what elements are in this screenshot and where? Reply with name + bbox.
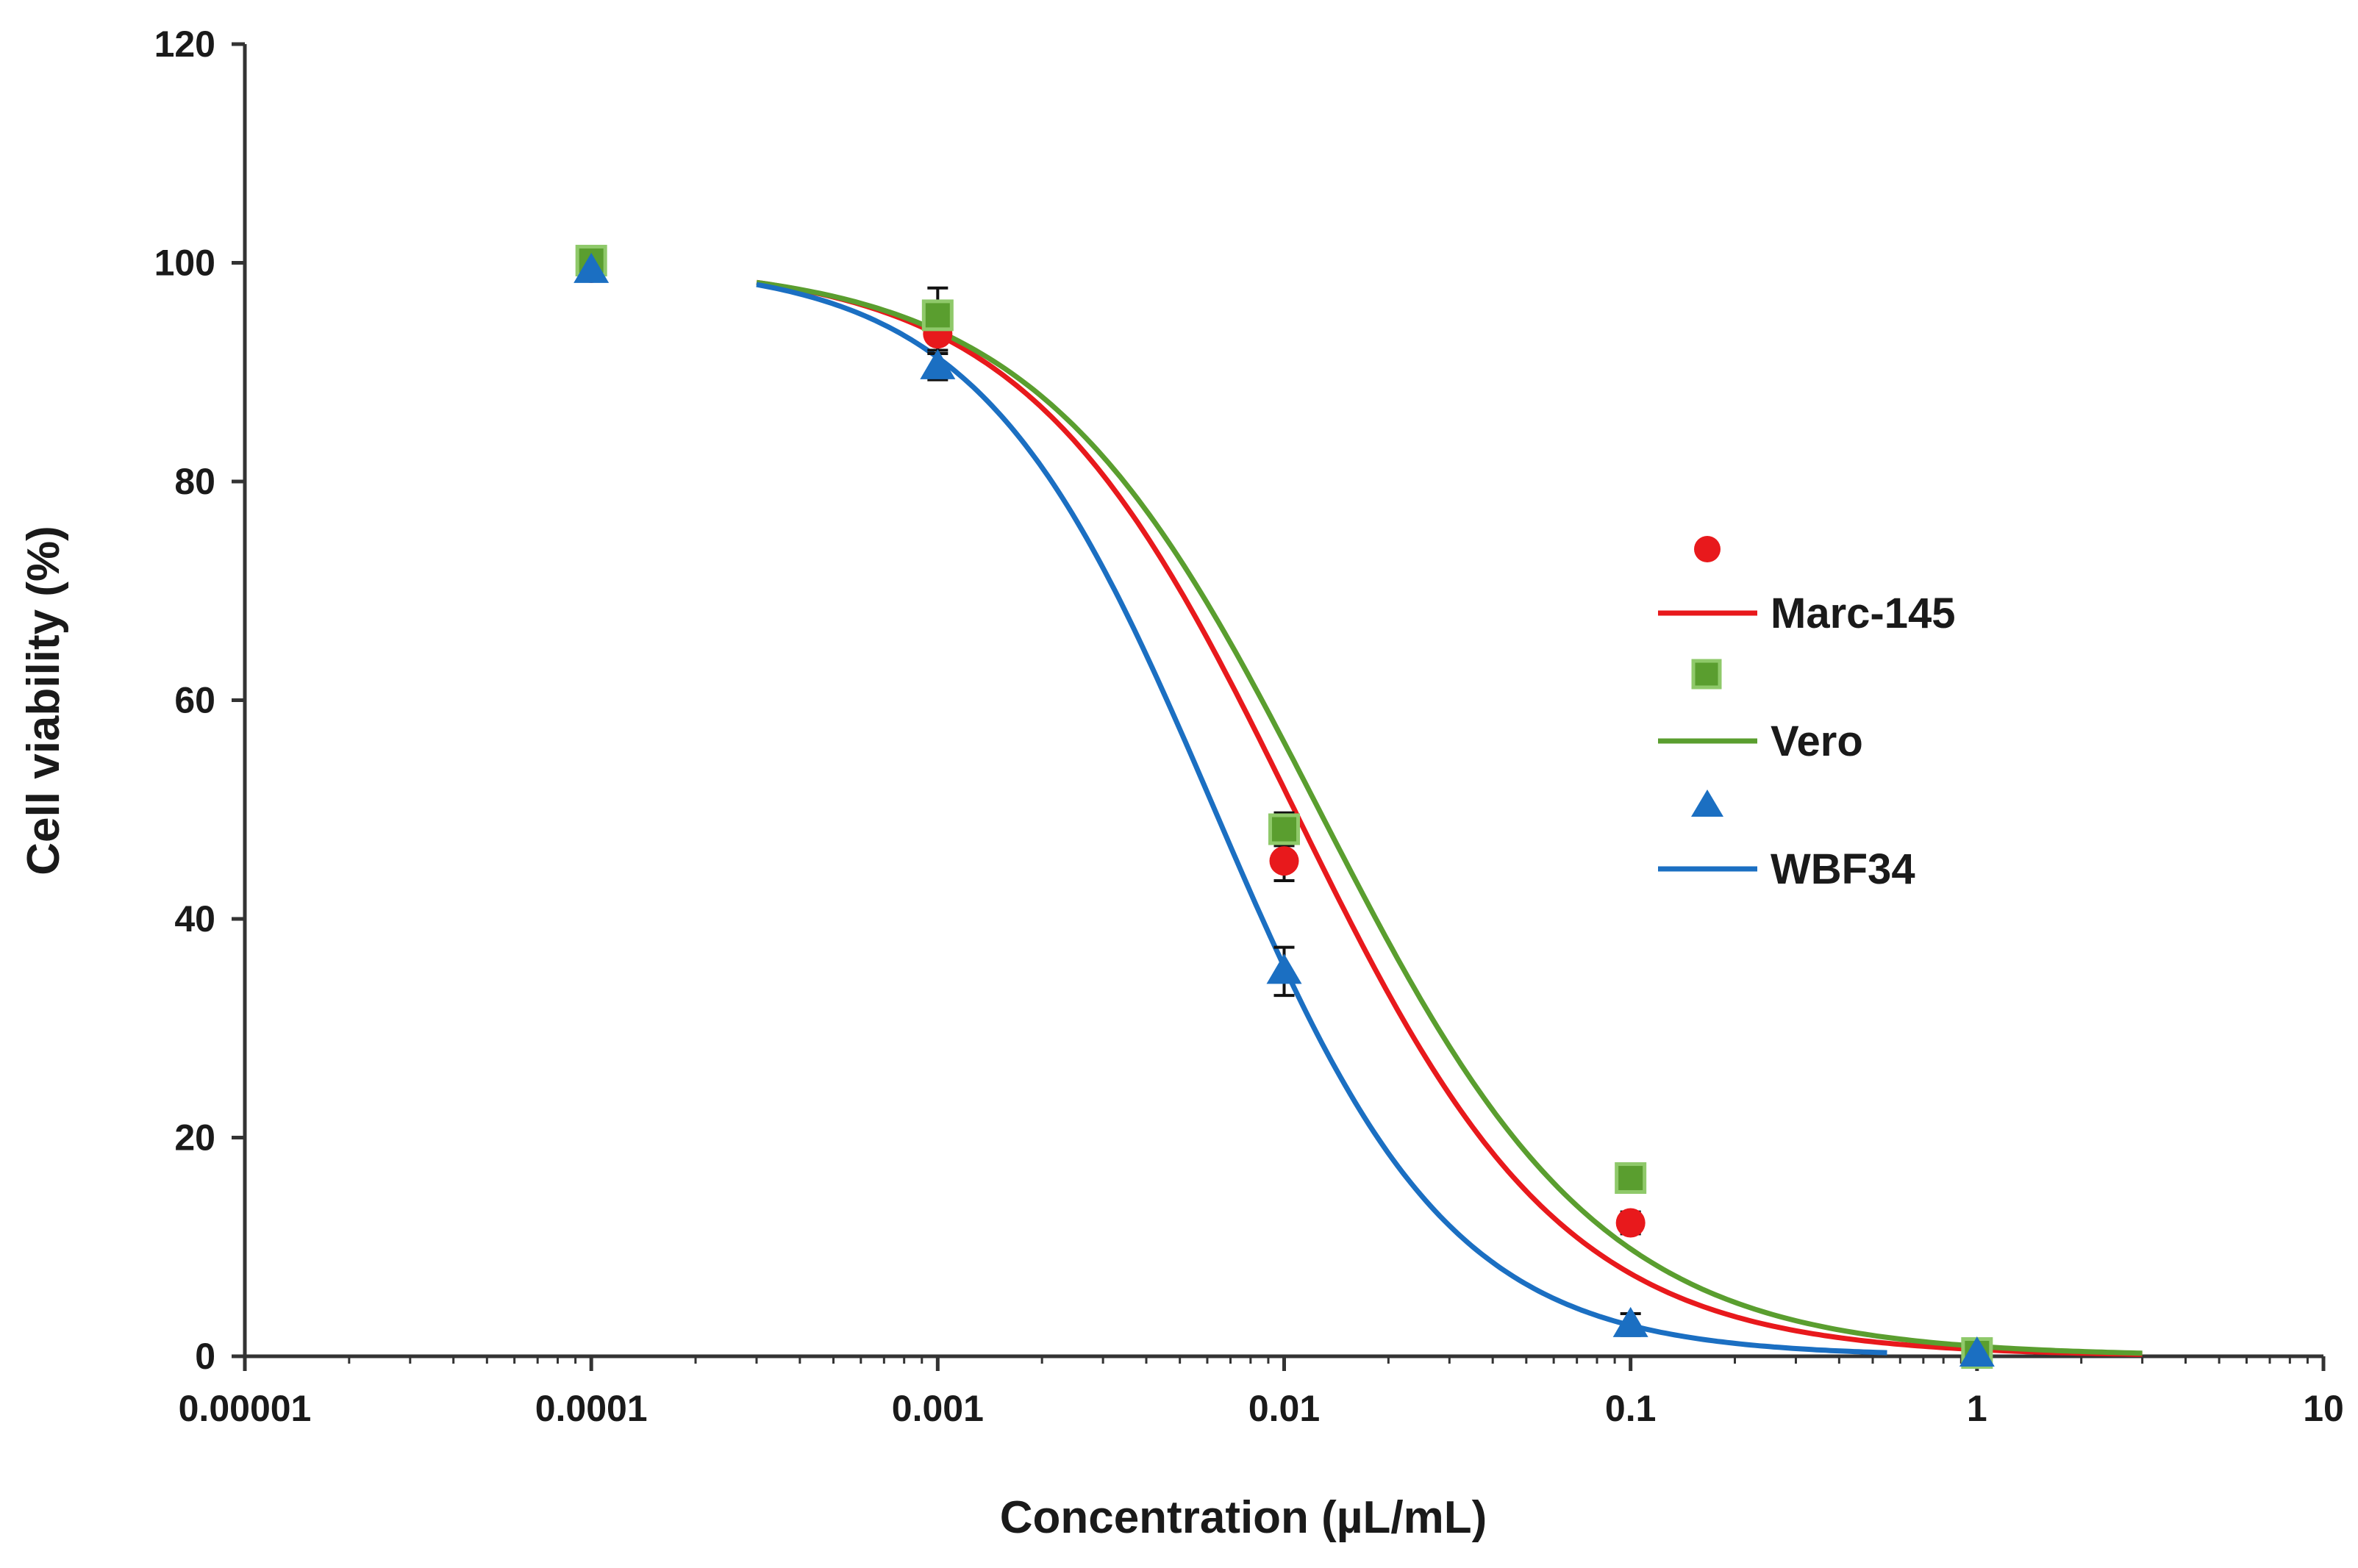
data-point-wbf34 — [574, 252, 610, 283]
data-point-vero — [1268, 813, 1300, 845]
data-point-wbf34 — [1266, 953, 1302, 984]
x-axis-title: Concentration (µL/mL) — [1000, 1492, 1487, 1543]
data-point-wbf34 — [1959, 1336, 1995, 1367]
y-tick-label: 40 — [174, 898, 215, 939]
legend-label-vero: Vero — [1771, 717, 1863, 765]
legend-marker-vero — [1691, 659, 1722, 690]
data-point-marc-145 — [1615, 1208, 1646, 1238]
fit-lines — [756, 279, 2143, 1357]
y-tick-label: 80 — [174, 461, 215, 502]
data-markers — [574, 245, 1995, 1370]
y-tick-label: 100 — [154, 243, 215, 284]
y-tick-label: 20 — [174, 1117, 215, 1159]
y-tick-label: 60 — [174, 680, 215, 721]
data-point-wbf34 — [920, 348, 956, 379]
x-tick-label: 10 — [2303, 1388, 2344, 1429]
data-point-wbf34 — [1612, 1306, 1648, 1337]
y-tick-label: 0 — [195, 1336, 215, 1377]
axes — [243, 44, 2323, 1358]
x-ticks: 0.00001 0.0001 0.001 0.01 0.1 1 10 — [179, 1356, 2344, 1429]
x-tick-label: 0.01 — [1248, 1388, 1320, 1429]
legend: Marc-145 Vero WBF34 — [1658, 536, 1955, 893]
x-tick-label: 0.00001 — [179, 1388, 312, 1429]
legend-marker-wbf34 — [1691, 790, 1723, 817]
y-axis-title: Cell viability (%) — [18, 526, 69, 875]
y-tick-label: 120 — [154, 24, 215, 65]
x-tick-label: 1 — [1967, 1388, 1987, 1429]
legend-label-marc-145: Marc-145 — [1771, 590, 1955, 637]
x-tick-label: 0.1 — [1605, 1388, 1657, 1429]
data-point-vero — [921, 299, 954, 332]
fit-line-vero — [756, 279, 2143, 1356]
data-point-vero — [1615, 1162, 1647, 1195]
legend-marker-marc-145 — [1694, 536, 1721, 562]
error-bars — [581, 250, 1987, 1359]
x-tick-label: 0.0001 — [535, 1388, 648, 1429]
fit-line-marc-145 — [756, 279, 2143, 1357]
y-ticks: 0 20 40 60 80 100 120 — [154, 24, 245, 1377]
x-tick-label: 0.001 — [892, 1388, 984, 1429]
data-point-marc-145 — [1269, 846, 1299, 876]
legend-label-wbf34: WBF34 — [1771, 845, 1915, 893]
